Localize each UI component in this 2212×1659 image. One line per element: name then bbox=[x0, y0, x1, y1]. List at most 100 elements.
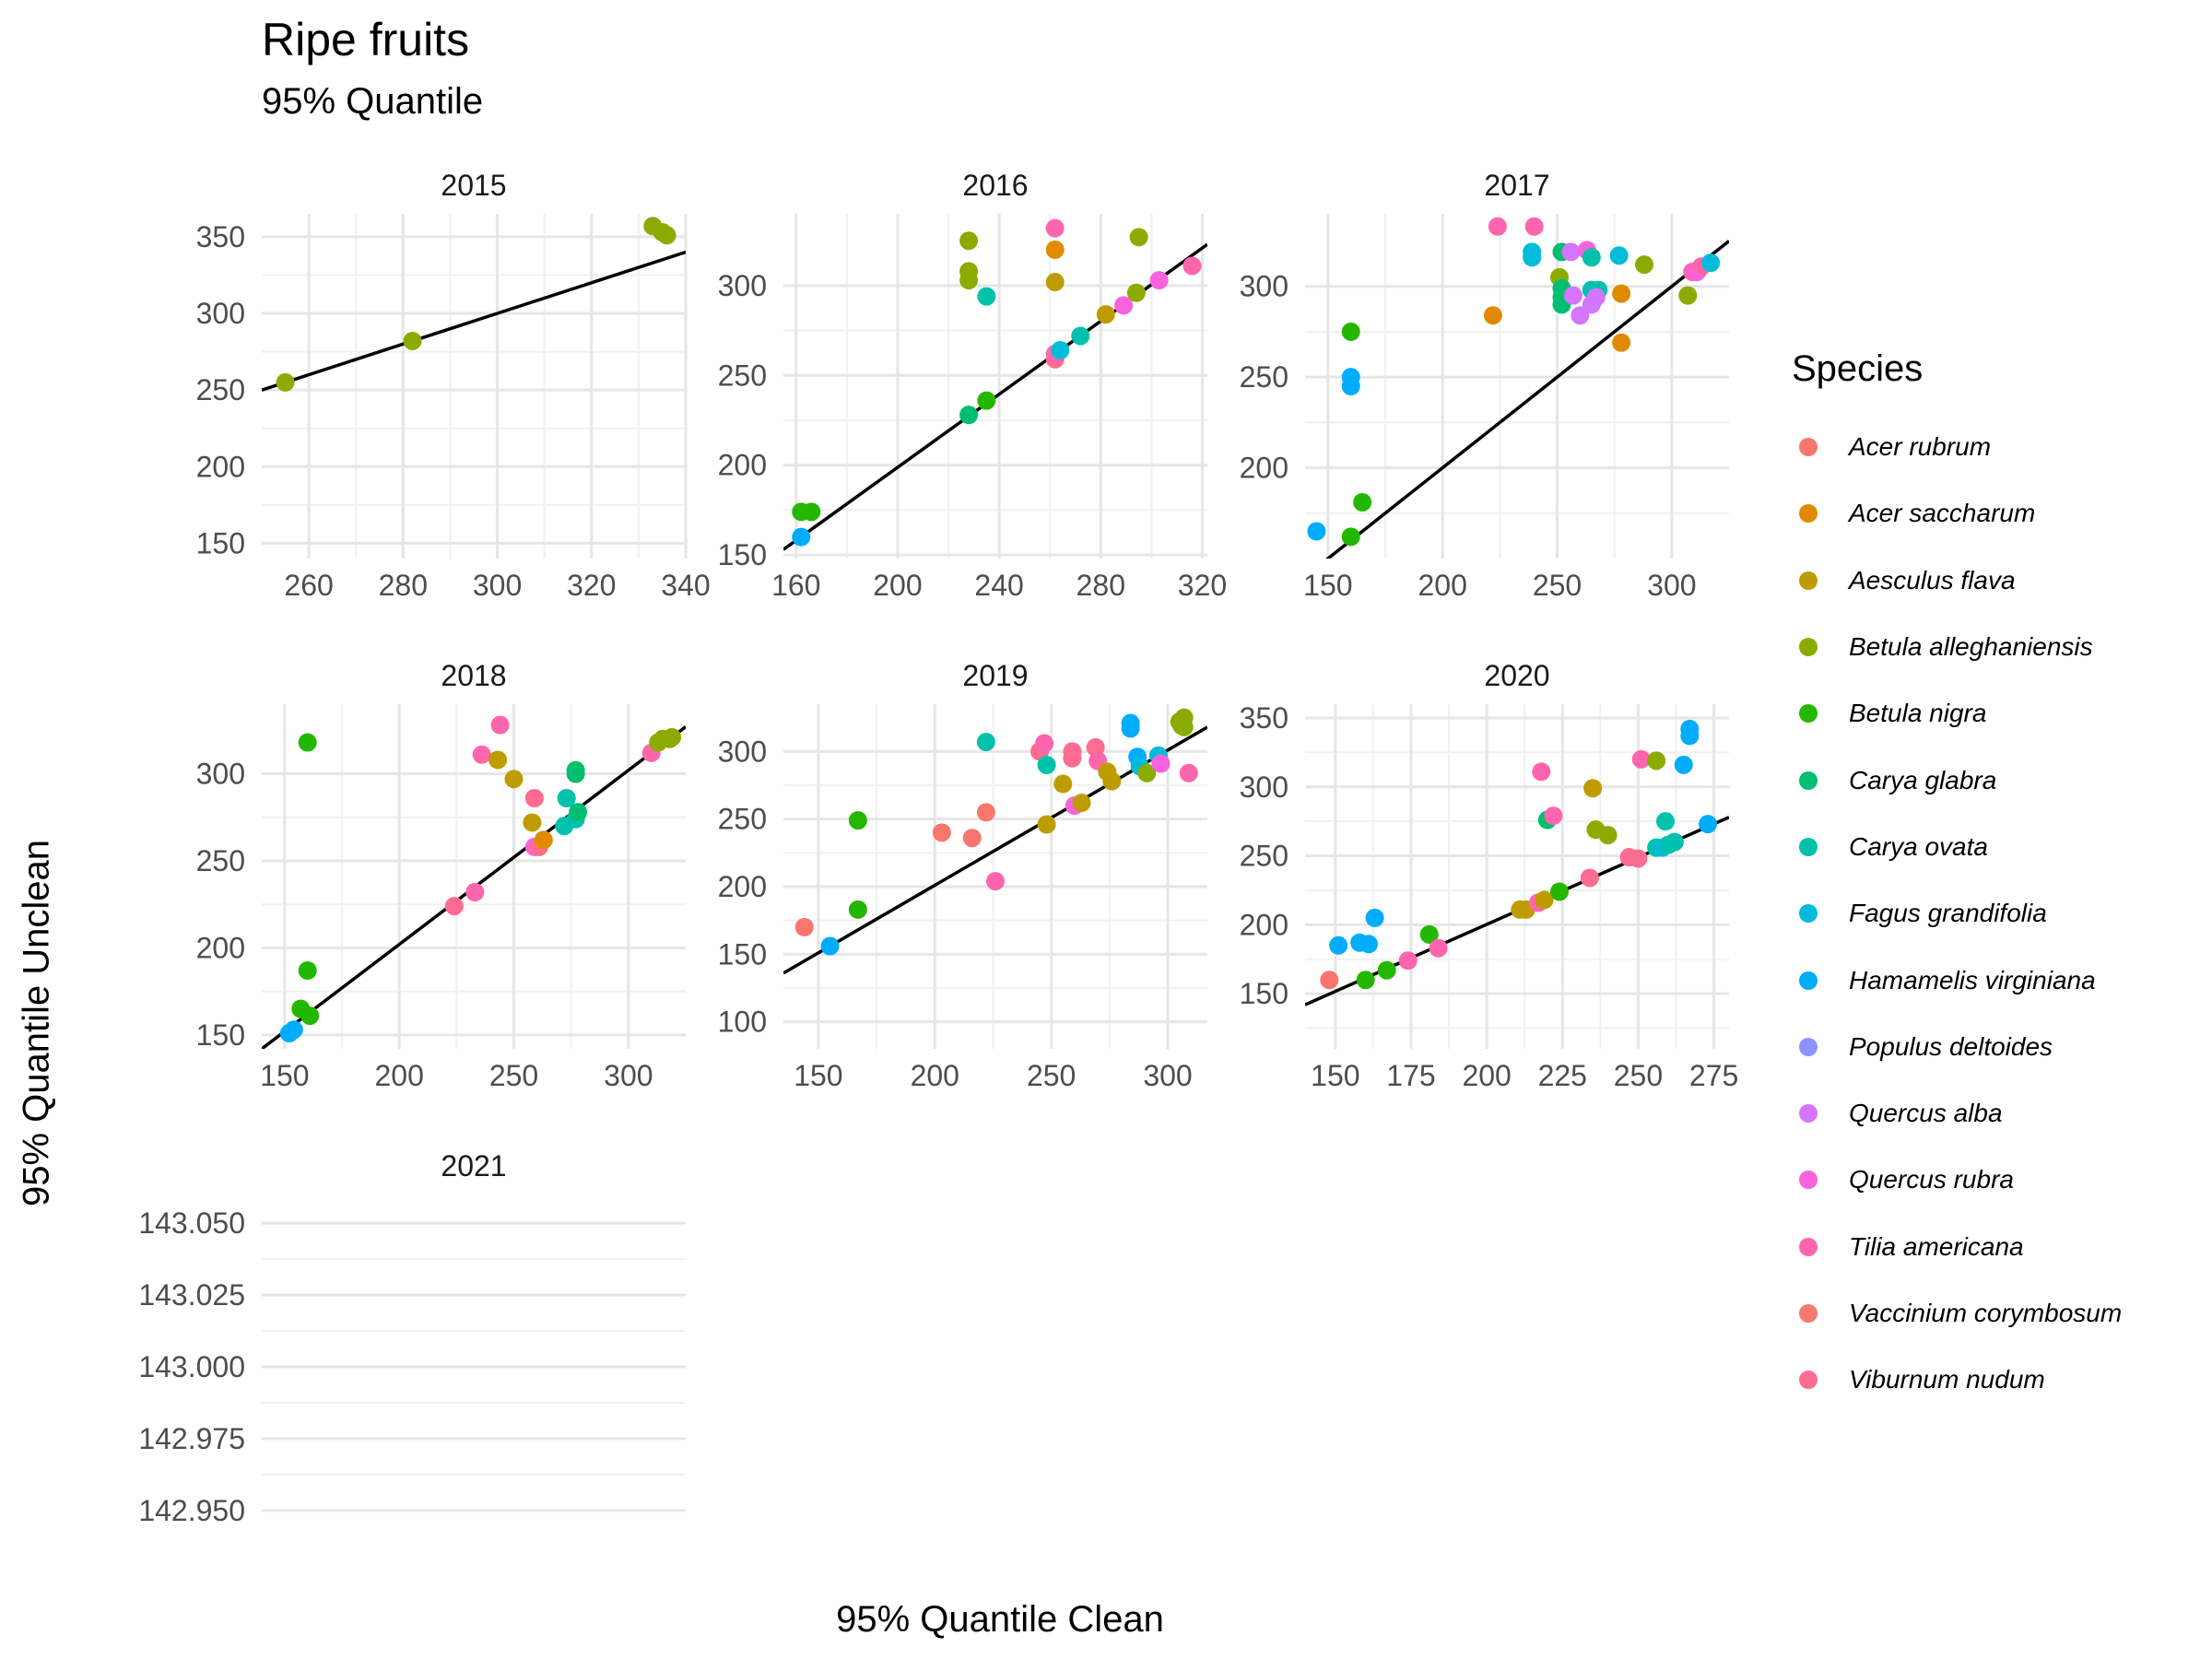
data-point bbox=[1051, 341, 1070, 360]
data-point bbox=[524, 789, 544, 807]
x-tick-label: 150 bbox=[794, 1059, 842, 1092]
y-tick-label: 250 bbox=[196, 373, 245, 406]
legend-label: Populus deltoides bbox=[1849, 1031, 2053, 1061]
data-point bbox=[1563, 286, 1583, 305]
data-point bbox=[1114, 296, 1134, 315]
data-point bbox=[472, 745, 491, 764]
data-point bbox=[1488, 217, 1507, 236]
data-point bbox=[1524, 217, 1544, 236]
legend-label: Viburnum nudum bbox=[1849, 1365, 2045, 1394]
data-point bbox=[1072, 794, 1091, 813]
y-tick-label: 200 bbox=[1240, 908, 1288, 941]
legend-swatch bbox=[1799, 1304, 1818, 1323]
legend-item: Quercus rubra bbox=[1792, 1147, 2122, 1213]
data-point bbox=[1126, 283, 1146, 302]
data-point bbox=[1037, 756, 1056, 774]
data-point bbox=[1635, 255, 1653, 275]
data-point bbox=[569, 803, 588, 822]
data-point bbox=[1598, 826, 1618, 845]
data-point bbox=[488, 750, 508, 770]
y-tick-label: 250 bbox=[196, 844, 245, 877]
y-tick-label: 250 bbox=[718, 359, 767, 392]
data-point bbox=[1053, 774, 1073, 794]
data-point bbox=[1429, 938, 1448, 958]
facet-strip-label: 2020 bbox=[1484, 659, 1549, 692]
data-point bbox=[1535, 890, 1554, 910]
data-point bbox=[820, 936, 840, 956]
legend-item: Carya ovata bbox=[1792, 814, 2122, 880]
data-point bbox=[1179, 763, 1198, 782]
data-point bbox=[1096, 305, 1115, 324]
y-tick-label: 200 bbox=[196, 450, 245, 483]
data-point bbox=[1121, 719, 1140, 738]
data-point bbox=[962, 829, 982, 848]
data-point bbox=[1561, 242, 1581, 262]
reference-line bbox=[262, 250, 686, 392]
legend-item: Tilia americana bbox=[1792, 1214, 2122, 1280]
legend-swatch bbox=[1799, 904, 1818, 924]
data-point bbox=[1398, 951, 1418, 971]
data-point bbox=[663, 727, 682, 747]
x-tick-label: 260 bbox=[284, 569, 333, 602]
y-tick-label: 200 bbox=[196, 931, 245, 964]
facet-panel-2019: 2019 150 200 250 300 100 150 200 250 300 bbox=[718, 659, 1207, 1092]
y-axis-label: 95% Quantile Unclean bbox=[16, 839, 57, 1207]
data-point bbox=[1483, 306, 1502, 325]
legend-label: Quercus rubra bbox=[1849, 1165, 2014, 1194]
data-point bbox=[557, 789, 576, 807]
legend-swatch bbox=[1799, 1371, 1818, 1390]
x-tick-label: 300 bbox=[604, 1059, 653, 1092]
data-point bbox=[1102, 771, 1122, 791]
grid bbox=[262, 704, 686, 1049]
data-point bbox=[1583, 779, 1603, 798]
y-tick-label: 100 bbox=[718, 1006, 767, 1039]
legend-label: Betula nigra bbox=[1849, 699, 1987, 728]
data-point bbox=[1674, 755, 1693, 774]
data-point bbox=[986, 872, 1005, 891]
data-point bbox=[657, 226, 677, 245]
x-tick-label: 200 bbox=[1462, 1059, 1511, 1092]
chart-subtitle: 95% Quantile bbox=[262, 81, 484, 122]
data-point bbox=[1035, 734, 1054, 753]
x-tick-label: 250 bbox=[1027, 1059, 1076, 1092]
y-tick-label: 143.025 bbox=[138, 1278, 245, 1312]
data-point bbox=[1631, 749, 1651, 769]
legend-label: Carya ovata bbox=[1849, 831, 1988, 861]
data-point bbox=[1307, 522, 1326, 541]
data-point bbox=[1063, 748, 1082, 768]
data-point bbox=[848, 811, 867, 830]
data-point bbox=[1629, 849, 1648, 868]
x-tick-label: 160 bbox=[771, 569, 820, 602]
legend-label: Betula alleghaniensis bbox=[1849, 632, 2093, 662]
data-point bbox=[848, 900, 867, 919]
data-point bbox=[1544, 806, 1563, 826]
y-tick-label: 142.975 bbox=[138, 1422, 245, 1455]
x-axis-label: 95% Quantile Clean bbox=[836, 1599, 1164, 1640]
data-point bbox=[1532, 762, 1551, 782]
data-point bbox=[1353, 492, 1372, 512]
data-point bbox=[490, 715, 510, 735]
chart-title: Ripe fruits bbox=[262, 14, 470, 65]
x-tick-label: 250 bbox=[1533, 569, 1582, 602]
data-point bbox=[1612, 284, 1631, 303]
facet-panel-2018: 2018 150 200 250 300 150 200 250 300 bbox=[196, 659, 686, 1092]
facet-strip-label: 2017 bbox=[1484, 169, 1549, 202]
data-point bbox=[1341, 377, 1360, 395]
facet-strip-label: 2018 bbox=[441, 659, 506, 692]
y-tick-label: 150 bbox=[1240, 977, 1288, 1010]
grid bbox=[262, 1221, 686, 1512]
data-point bbox=[1701, 253, 1721, 273]
x-tick-label: 150 bbox=[1311, 1059, 1359, 1092]
legend-swatch bbox=[1799, 1037, 1818, 1056]
legend-item: Fagus grandifolia bbox=[1792, 880, 2122, 947]
y-tick-label: 200 bbox=[1240, 452, 1288, 485]
data-point bbox=[1678, 286, 1698, 305]
data-point bbox=[566, 764, 585, 783]
data-point bbox=[932, 823, 951, 842]
legend-label: Acer saccharum bbox=[1849, 499, 2036, 528]
legend-swatch bbox=[1799, 1171, 1818, 1190]
x-tick-label: 280 bbox=[379, 569, 428, 602]
data-point bbox=[300, 1006, 320, 1026]
x-tick-label: 200 bbox=[873, 569, 922, 602]
